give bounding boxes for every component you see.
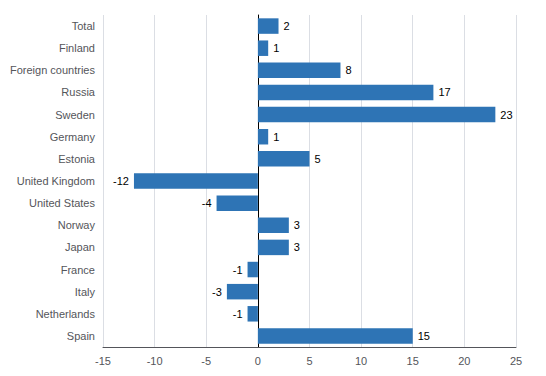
svg-text:Total: Total [72,20,95,32]
svg-text:-1: -1 [233,308,243,320]
svg-text:17: 17 [438,86,450,98]
svg-text:5: 5 [314,153,320,165]
svg-text:25: 25 [510,355,522,367]
svg-text:Estonia: Estonia [58,153,96,165]
svg-text:2: 2 [284,20,290,32]
svg-text:Foreign countries: Foreign countries [10,64,95,76]
svg-text:Russia: Russia [61,86,96,98]
svg-text:Sweden: Sweden [55,109,95,121]
svg-text:3: 3 [294,219,300,231]
svg-text:Japan: Japan [65,241,95,253]
svg-text:Norway: Norway [58,219,96,231]
svg-text:-12: -12 [113,175,129,187]
svg-text:5: 5 [306,355,312,367]
svg-text:Italy: Italy [75,286,96,298]
svg-text:Germany: Germany [50,131,96,143]
svg-text:-10: -10 [147,355,163,367]
svg-text:8: 8 [345,64,351,76]
svg-text:-1: -1 [233,264,243,276]
svg-text:-5: -5 [201,355,211,367]
svg-text:-3: -3 [212,286,222,298]
svg-text:3: 3 [294,241,300,253]
svg-text:-4: -4 [202,197,212,209]
svg-text:France: France [61,264,95,276]
svg-text:1: 1 [273,42,279,54]
svg-text:10: 10 [355,355,367,367]
svg-text:United Kingdom: United Kingdom [17,175,95,187]
svg-text:United States: United States [29,197,96,209]
svg-text:1: 1 [273,131,279,143]
svg-text:15: 15 [418,330,430,342]
svg-text:Netherlands: Netherlands [36,308,96,320]
svg-text:0: 0 [255,355,261,367]
svg-text:20: 20 [458,355,470,367]
svg-text:15: 15 [407,355,419,367]
svg-text:Spain: Spain [67,330,95,342]
svg-text:-15: -15 [95,355,111,367]
svg-text:Finland: Finland [59,42,95,54]
svg-text:23: 23 [500,109,512,121]
